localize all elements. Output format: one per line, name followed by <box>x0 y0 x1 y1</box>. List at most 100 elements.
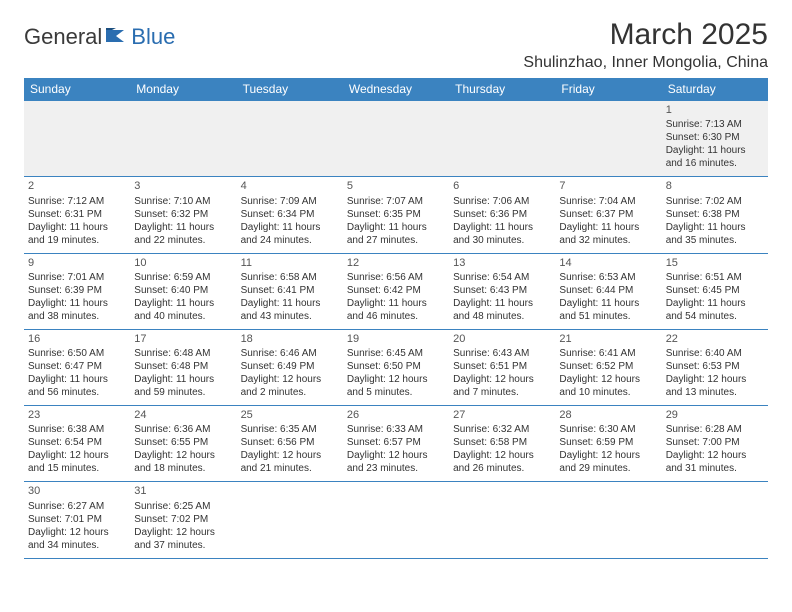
sunrise-line: Sunrise: 6:53 AM <box>559 271 657 284</box>
sunrise-line: Sunrise: 6:59 AM <box>134 271 232 284</box>
title-block: March 2025 Shulinzhao, Inner Mongolia, C… <box>523 18 768 72</box>
day-number: 14 <box>559 256 657 270</box>
day-number: 7 <box>559 179 657 193</box>
day-number: 21 <box>559 332 657 346</box>
sunset-line: Sunset: 7:00 PM <box>666 436 764 449</box>
sunset-line: Sunset: 6:32 PM <box>134 208 232 221</box>
dayname-mon: Monday <box>130 78 236 101</box>
day-cell: 8Sunrise: 7:02 AMSunset: 6:38 PMDaylight… <box>662 177 768 253</box>
sunrise-line: Sunrise: 6:54 AM <box>453 271 551 284</box>
day-cell: 12Sunrise: 6:56 AMSunset: 6:42 PMDayligh… <box>343 253 449 329</box>
daylight-line: Daylight: 11 hours and 54 minutes. <box>666 297 764 323</box>
daylight-line: Daylight: 12 hours and 31 minutes. <box>666 449 764 475</box>
sunset-line: Sunset: 6:59 PM <box>559 436 657 449</box>
sunset-line: Sunset: 6:52 PM <box>559 360 657 373</box>
day-cell: 7Sunrise: 7:04 AMSunset: 6:37 PMDaylight… <box>555 177 661 253</box>
brand-word-a: General <box>24 24 102 50</box>
month-title: March 2025 <box>523 18 768 52</box>
daylight-line: Daylight: 12 hours and 15 minutes. <box>28 449 126 475</box>
day-cell: 28Sunrise: 6:30 AMSunset: 6:59 PMDayligh… <box>555 406 661 482</box>
sunrise-line: Sunrise: 6:45 AM <box>347 347 445 360</box>
day-number: 24 <box>134 408 232 422</box>
day-cell: 26Sunrise: 6:33 AMSunset: 6:57 PMDayligh… <box>343 406 449 482</box>
sunrise-line: Sunrise: 6:30 AM <box>559 423 657 436</box>
daylight-line: Daylight: 11 hours and 40 minutes. <box>134 297 232 323</box>
daylight-line: Daylight: 11 hours and 19 minutes. <box>28 221 126 247</box>
day-cell: 3Sunrise: 7:10 AMSunset: 6:32 PMDaylight… <box>130 177 236 253</box>
day-number: 25 <box>241 408 339 422</box>
daylight-line: Daylight: 11 hours and 30 minutes. <box>453 221 551 247</box>
calendar-thead: Sunday Monday Tuesday Wednesday Thursday… <box>24 78 768 101</box>
daylight-line: Daylight: 11 hours and 51 minutes. <box>559 297 657 323</box>
day-cell: 31Sunrise: 6:25 AMSunset: 7:02 PMDayligh… <box>130 482 236 558</box>
sunrise-line: Sunrise: 6:56 AM <box>347 271 445 284</box>
sunset-line: Sunset: 6:54 PM <box>28 436 126 449</box>
day-cell <box>555 101 661 177</box>
day-number: 13 <box>453 256 551 270</box>
day-cell <box>449 482 555 558</box>
day-cell: 25Sunrise: 6:35 AMSunset: 6:56 PMDayligh… <box>237 406 343 482</box>
day-cell <box>24 101 130 177</box>
daylight-line: Daylight: 11 hours and 56 minutes. <box>28 373 126 399</box>
day-number: 12 <box>347 256 445 270</box>
calendar-tbody: 1Sunrise: 7:13 AMSunset: 6:30 PMDaylight… <box>24 101 768 559</box>
day-cell: 22Sunrise: 6:40 AMSunset: 6:53 PMDayligh… <box>662 329 768 405</box>
day-number: 8 <box>666 179 764 193</box>
sunrise-line: Sunrise: 6:38 AM <box>28 423 126 436</box>
day-cell: 1Sunrise: 7:13 AMSunset: 6:30 PMDaylight… <box>662 101 768 177</box>
dayname-fri: Friday <box>555 78 661 101</box>
sunrise-line: Sunrise: 7:07 AM <box>347 195 445 208</box>
sunrise-line: Sunrise: 6:51 AM <box>666 271 764 284</box>
daylight-line: Daylight: 11 hours and 22 minutes. <box>134 221 232 247</box>
day-cell: 2Sunrise: 7:12 AMSunset: 6:31 PMDaylight… <box>24 177 130 253</box>
sunset-line: Sunset: 6:30 PM <box>666 131 764 144</box>
day-cell <box>343 101 449 177</box>
daylight-line: Daylight: 11 hours and 24 minutes. <box>241 221 339 247</box>
daylight-line: Daylight: 12 hours and 37 minutes. <box>134 526 232 552</box>
sunrise-line: Sunrise: 6:35 AM <box>241 423 339 436</box>
daylight-line: Daylight: 12 hours and 29 minutes. <box>559 449 657 475</box>
daylight-line: Daylight: 11 hours and 59 minutes. <box>134 373 232 399</box>
day-cell: 29Sunrise: 6:28 AMSunset: 7:00 PMDayligh… <box>662 406 768 482</box>
day-cell: 14Sunrise: 6:53 AMSunset: 6:44 PMDayligh… <box>555 253 661 329</box>
sunset-line: Sunset: 6:34 PM <box>241 208 339 221</box>
sunset-line: Sunset: 6:53 PM <box>666 360 764 373</box>
day-cell: 17Sunrise: 6:48 AMSunset: 6:48 PMDayligh… <box>130 329 236 405</box>
sunset-line: Sunset: 6:47 PM <box>28 360 126 373</box>
sunrise-line: Sunrise: 6:48 AM <box>134 347 232 360</box>
sunrise-line: Sunrise: 6:28 AM <box>666 423 764 436</box>
sunrise-line: Sunrise: 6:46 AM <box>241 347 339 360</box>
brand-logo: GeneralBlue <box>24 18 175 50</box>
sunrise-line: Sunrise: 7:10 AM <box>134 195 232 208</box>
sunset-line: Sunset: 6:45 PM <box>666 284 764 297</box>
day-cell: 16Sunrise: 6:50 AMSunset: 6:47 PMDayligh… <box>24 329 130 405</box>
sunrise-line: Sunrise: 7:04 AM <box>559 195 657 208</box>
day-cell <box>130 101 236 177</box>
day-cell <box>449 101 555 177</box>
day-number: 20 <box>453 332 551 346</box>
sunset-line: Sunset: 6:55 PM <box>134 436 232 449</box>
sunrise-line: Sunrise: 6:33 AM <box>347 423 445 436</box>
daylight-line: Daylight: 12 hours and 26 minutes. <box>453 449 551 475</box>
calendar-table: Sunday Monday Tuesday Wednesday Thursday… <box>24 78 768 559</box>
sunset-line: Sunset: 7:02 PM <box>134 513 232 526</box>
daylight-line: Daylight: 12 hours and 10 minutes. <box>559 373 657 399</box>
day-cell: 13Sunrise: 6:54 AMSunset: 6:43 PMDayligh… <box>449 253 555 329</box>
day-cell: 19Sunrise: 6:45 AMSunset: 6:50 PMDayligh… <box>343 329 449 405</box>
daylight-line: Daylight: 11 hours and 38 minutes. <box>28 297 126 323</box>
sunset-line: Sunset: 6:40 PM <box>134 284 232 297</box>
sunset-line: Sunset: 6:49 PM <box>241 360 339 373</box>
sunset-line: Sunset: 6:51 PM <box>453 360 551 373</box>
day-cell: 9Sunrise: 7:01 AMSunset: 6:39 PMDaylight… <box>24 253 130 329</box>
day-number: 26 <box>347 408 445 422</box>
daylight-line: Daylight: 12 hours and 34 minutes. <box>28 526 126 552</box>
day-number: 29 <box>666 408 764 422</box>
dayname-sun: Sunday <box>24 78 130 101</box>
sunrise-line: Sunrise: 6:32 AM <box>453 423 551 436</box>
sunrise-line: Sunrise: 7:13 AM <box>666 118 764 131</box>
day-cell <box>343 482 449 558</box>
day-cell: 11Sunrise: 6:58 AMSunset: 6:41 PMDayligh… <box>237 253 343 329</box>
sunrise-line: Sunrise: 6:58 AM <box>241 271 339 284</box>
dayname-sat: Saturday <box>662 78 768 101</box>
sunset-line: Sunset: 6:39 PM <box>28 284 126 297</box>
